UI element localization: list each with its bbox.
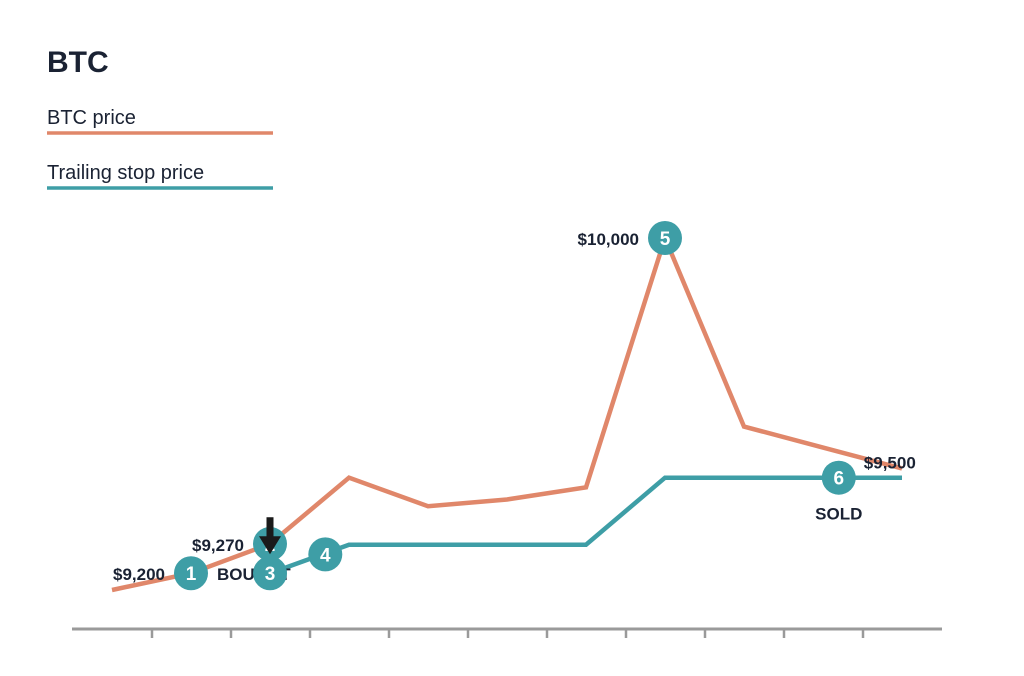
price-label: $9,500 [864, 454, 916, 473]
legend-label-stop: Trailing stop price [47, 162, 204, 184]
trailing-stop-line [269, 475, 902, 576]
btc-price-line [111, 231, 903, 593]
marker-number: 1 [186, 564, 197, 585]
markers: 1$9,200BOUGHT2$9,270345$10,0006$9,500SOL… [113, 221, 916, 591]
marker-circle [174, 556, 208, 591]
price-label: $9,270 [192, 536, 244, 555]
series-lines [111, 231, 903, 593]
legend-label-price: BTC price [47, 107, 136, 129]
chart-title: BTC [47, 46, 109, 79]
legend: BTC price Trailing stop price [47, 107, 273, 190]
down-arrow-head-icon [259, 536, 281, 555]
marker-6: 6 $9,500 SOLD [815, 454, 916, 524]
down-arrow-icon [266, 517, 274, 540]
action-label: SOLD [815, 505, 862, 524]
marker-3: 3 [253, 517, 287, 591]
price-label: $10,000 [578, 230, 639, 249]
marker-number: 5 [660, 229, 671, 250]
marker-circle [821, 460, 856, 495]
marker-4: 4 [308, 537, 343, 572]
x-axis [72, 627, 942, 638]
marker-circle [308, 537, 343, 572]
marker-number: 3 [265, 564, 276, 585]
marker-number: 6 [834, 469, 845, 490]
price-label: $9,200 [113, 565, 165, 584]
marker-number: 4 [320, 545, 331, 566]
marker-5: 5 $10,000 [578, 221, 682, 255]
marker-circle [648, 221, 682, 255]
marker-circle [253, 556, 287, 591]
